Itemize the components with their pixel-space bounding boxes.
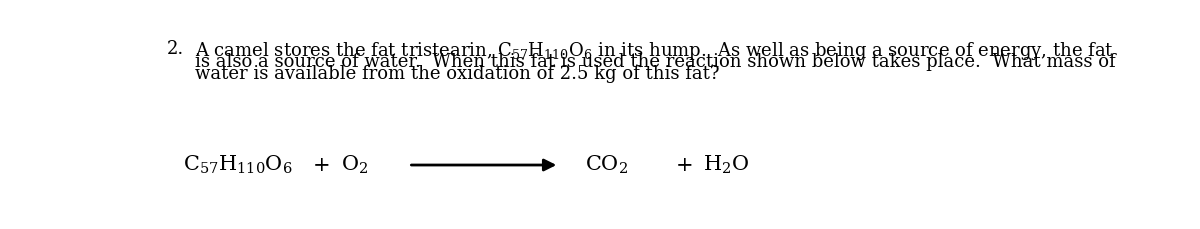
Text: $\mathregular{H_2O}$: $\mathregular{H_2O}$ (703, 154, 750, 176)
Text: is also a source of water.  When this fat is used the reaction shown below takes: is also a source of water. When this fat… (194, 52, 1115, 71)
Text: $\mathregular{CO_2}$: $\mathregular{CO_2}$ (586, 154, 629, 176)
Text: 2.: 2. (167, 40, 184, 58)
Text: A camel stores the fat tristearin, $\mathregular{C_{57}H_{110}O_6}$ in its hump.: A camel stores the fat tristearin, $\mat… (194, 40, 1114, 62)
Text: $\mathregular{O_2}$: $\mathregular{O_2}$ (341, 154, 368, 176)
Text: $\mathregular{C_{57}H_{110}O_6}$: $\mathregular{C_{57}H_{110}O_6}$ (182, 154, 292, 176)
Text: +: + (676, 155, 694, 174)
Text: +: + (313, 155, 330, 174)
Text: water is available from the oxidation of 2.5 kg of this fat?: water is available from the oxidation of… (194, 65, 719, 83)
